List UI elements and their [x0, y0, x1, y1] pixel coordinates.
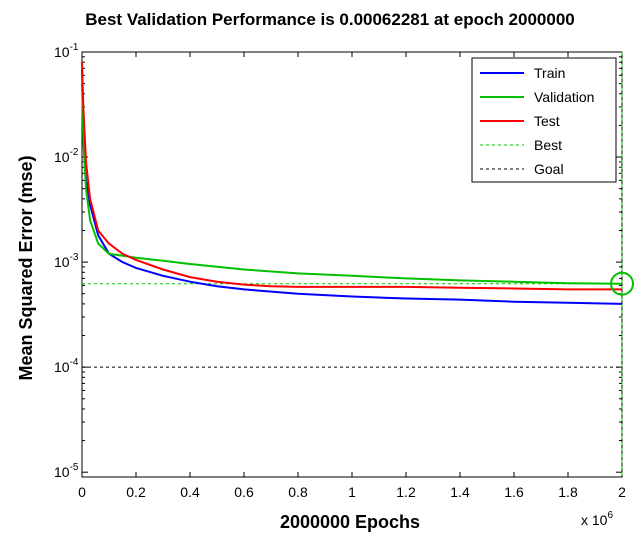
chart-title: Best Validation Performance is 0.0006228… [85, 10, 575, 29]
x-multiplier-exponent: 6 [607, 510, 613, 521]
x-tick-label-1: 0.2 [126, 484, 146, 500]
legend-label-train: Train [534, 65, 565, 81]
series-test-line [81, 62, 622, 291]
legend-label-test: Test [534, 113, 560, 129]
x-tick-label-10: 2 [618, 484, 626, 500]
legend-label-best: Best [534, 137, 562, 153]
legend: Train Validation Test Best Goal [471, 57, 617, 183]
legend-label-validation: Validation [534, 89, 594, 105]
y-tick-label-1: 10-4 [54, 357, 79, 375]
series-train-line [81, 68, 623, 305]
x-axis-multiplier: x 106 [581, 510, 613, 528]
x-tick-label-3: 0.6 [234, 484, 254, 500]
legend-label-goal: Goal [534, 161, 564, 177]
x-tick-label-6: 1.2 [396, 484, 416, 500]
x-tick-label-9: 1.8 [558, 484, 578, 500]
x-tick-label-0: 0 [78, 484, 86, 500]
y-axis-label: Mean Squared Error (mse) [16, 155, 36, 380]
y-tick-label-4: 10-1 [54, 42, 79, 60]
y-tick-label-3: 10-2 [54, 147, 79, 165]
x-tick-label-5: 1 [348, 484, 356, 500]
best-epoch-marker [610, 271, 634, 296]
x-tick-label-2: 0.4 [180, 484, 200, 500]
y-tick-label-2: 10-3 [54, 252, 79, 270]
x-tick-label-4: 0.8 [288, 484, 308, 500]
series-validation-line [81, 83, 623, 285]
x-tick-label-8: 1.6 [504, 484, 524, 500]
x-axis-label: 2000000 Epochs [280, 512, 420, 532]
y-tick-label-0: 10-5 [54, 462, 79, 480]
x-tick-label-7: 1.4 [450, 484, 470, 500]
x-multiplier-base: x 10 [581, 512, 608, 528]
